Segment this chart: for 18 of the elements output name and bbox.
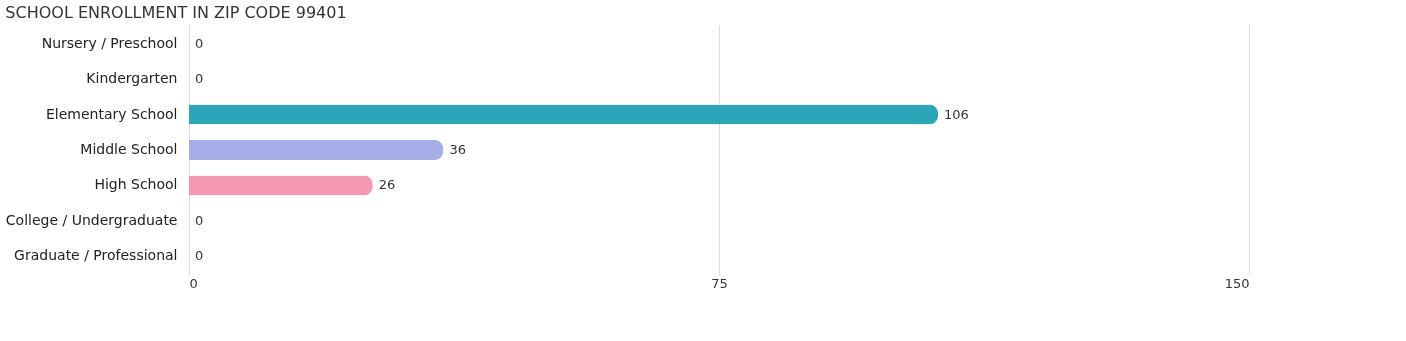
y-tick-label: Middle School [80,141,178,157]
data-label: 0 [195,35,204,51]
x-tick-label: 150 [1224,275,1250,291]
x-tick-label: 75 [711,275,728,291]
chart-title: SCHOOL ENROLLMENT IN ZIP CODE 99401 [5,3,347,22]
data-label: 0 [195,212,204,228]
y-tick-label: Graduate / Professional [14,247,178,264]
data-label: 106 [944,106,969,122]
y-tick-label: High School [94,176,178,193]
y-tick-label: Kindergarten [86,70,178,87]
data-label: 0 [195,71,204,87]
x-tick-label: 0 [189,275,198,291]
data-label: 26 [378,177,396,193]
data-label: 0 [195,248,204,264]
y-tick-label: Elementary School [45,105,178,122]
data-label: 36 [449,142,466,157]
y-tick-label: Nursery / Preschool [41,34,178,51]
y-tick-label: College / Undergraduate [5,211,178,228]
